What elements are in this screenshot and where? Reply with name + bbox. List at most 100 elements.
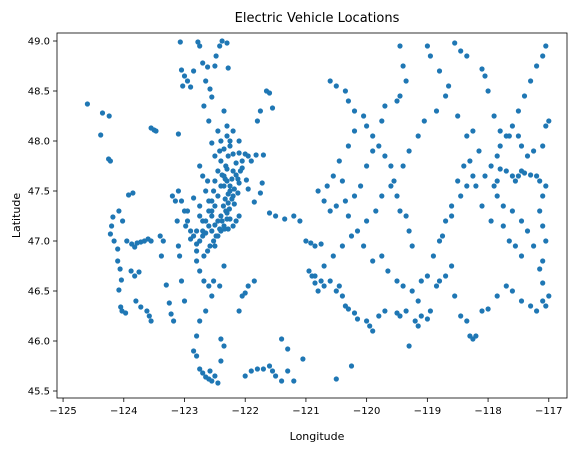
data-point <box>223 163 229 169</box>
data-point <box>415 298 421 304</box>
data-point <box>177 39 183 45</box>
data-point <box>342 198 348 204</box>
data-point <box>333 376 339 382</box>
data-point <box>168 311 174 317</box>
data-point <box>174 218 180 224</box>
data-point <box>201 103 207 109</box>
data-point <box>233 218 239 224</box>
data-point <box>348 363 355 369</box>
y-tick-label: 46.5 <box>28 287 50 298</box>
data-point <box>197 268 203 274</box>
data-point <box>132 273 138 279</box>
data-point <box>467 158 473 164</box>
data-point <box>297 218 303 224</box>
data-point <box>195 39 201 45</box>
data-point <box>400 283 406 289</box>
data-point <box>345 213 351 219</box>
data-point <box>266 363 273 369</box>
data-point <box>479 203 485 209</box>
data-point <box>443 273 449 279</box>
data-point <box>497 143 503 149</box>
data-point <box>515 108 522 114</box>
data-point <box>218 183 224 189</box>
data-point <box>540 223 546 229</box>
data-point <box>236 308 242 314</box>
data-point <box>153 128 159 134</box>
data-point <box>224 40 230 46</box>
data-point <box>312 280 318 286</box>
data-point <box>518 298 525 304</box>
data-point <box>503 168 509 174</box>
data-point <box>397 208 403 214</box>
data-point <box>218 158 224 164</box>
y-tick-label: 45.5 <box>28 387 50 398</box>
data-point <box>123 310 129 316</box>
data-point <box>172 198 178 204</box>
data-point <box>197 366 203 372</box>
data-point <box>197 203 203 209</box>
data-point <box>424 43 430 49</box>
data-point <box>370 328 376 334</box>
data-point <box>449 263 455 269</box>
data-point <box>397 93 403 99</box>
data-point <box>212 373 218 379</box>
data-point <box>171 318 177 324</box>
data-point <box>333 83 339 89</box>
data-point <box>518 253 525 259</box>
data-point <box>540 298 546 304</box>
x-axis-label: Longitude <box>290 430 345 443</box>
data-point <box>351 128 358 134</box>
data-point <box>225 153 231 159</box>
data-point <box>515 133 522 139</box>
data-point <box>230 223 236 229</box>
data-point <box>351 310 358 316</box>
x-tick-label: −124 <box>110 406 137 417</box>
data-point <box>500 203 506 209</box>
data-point <box>479 308 485 314</box>
data-point <box>115 246 121 252</box>
data-point <box>273 213 279 219</box>
data-point <box>206 118 212 124</box>
data-point <box>184 78 191 84</box>
data-point <box>348 233 355 239</box>
data-point <box>364 218 370 224</box>
data-point <box>524 153 531 159</box>
data-point <box>518 143 525 149</box>
data-point <box>333 288 339 294</box>
data-point <box>138 304 144 310</box>
data-point <box>245 153 251 159</box>
data-point <box>531 243 537 249</box>
data-point <box>497 128 503 134</box>
data-point <box>243 177 249 183</box>
data-point <box>537 266 543 272</box>
data-point <box>358 183 364 189</box>
data-point <box>443 218 449 224</box>
x-axis: −125 −124 −123 −122 −121 −120 −119 −118 −117 <box>49 398 563 417</box>
data-point <box>251 199 257 205</box>
data-point <box>473 183 479 189</box>
data-point <box>230 128 236 134</box>
data-point <box>537 208 543 214</box>
data-point <box>427 53 433 59</box>
data-point <box>540 53 546 59</box>
data-point <box>160 238 166 244</box>
data-point <box>217 226 223 232</box>
data-point <box>213 233 219 239</box>
data-point <box>200 233 206 239</box>
data-point <box>219 38 225 44</box>
data-point <box>257 190 263 196</box>
data-point <box>206 283 212 289</box>
data-point <box>473 333 479 339</box>
data-point <box>327 278 333 284</box>
data-point <box>269 368 276 374</box>
data-point <box>364 123 370 129</box>
data-point <box>403 213 409 219</box>
data-point <box>391 178 397 184</box>
data-point <box>421 118 427 124</box>
data-point <box>342 88 348 94</box>
data-point <box>534 308 540 314</box>
data-point <box>191 348 197 354</box>
data-point <box>379 193 385 199</box>
data-point <box>330 173 336 179</box>
data-point <box>388 183 394 189</box>
